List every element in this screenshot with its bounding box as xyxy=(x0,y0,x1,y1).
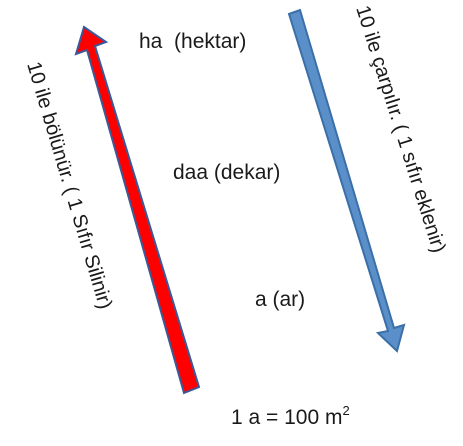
multiply-rule-label: 10 ile çarpılır. ( 1 sıfır eklenir) xyxy=(351,3,450,256)
unit-label-hectare: ha (hektar) xyxy=(139,30,246,53)
unit-label-decare: daa (dekar) xyxy=(173,161,280,184)
multiply-arrow xyxy=(287,8,406,353)
formula-main: 1 a = 100 m xyxy=(231,406,343,429)
area-formula: 1 a = 100 m2 xyxy=(231,403,350,429)
unit-label-are: a (ar) xyxy=(255,288,305,311)
divide-arrow xyxy=(74,25,201,395)
formula-superscript: 2 xyxy=(343,403,350,418)
